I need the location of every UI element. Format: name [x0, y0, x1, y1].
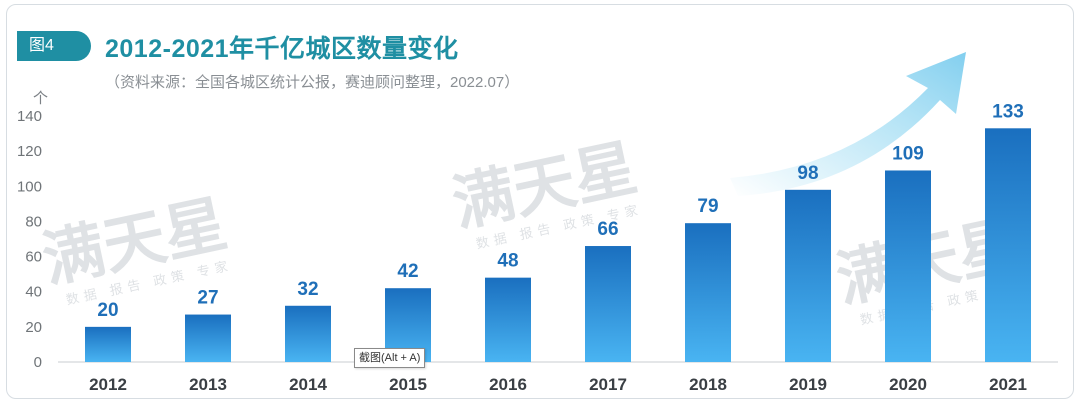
bars: 20 2012 27 2013 32 2014 42 2015 48 2016 66 2017 79 20…: [85, 101, 1031, 394]
bar-2016: [485, 277, 531, 362]
bar-2019: [785, 189, 831, 362]
figure-tag: 图4: [17, 31, 91, 61]
y-tick-label: 80: [25, 213, 42, 230]
x-tick-label-2015: 2015: [389, 375, 427, 394]
x-tick-label-2018: 2018: [689, 375, 727, 394]
data-label-2016: 48: [497, 251, 518, 272]
data-label-2015: 42: [397, 261, 418, 282]
data-label-2012: 20: [97, 300, 118, 321]
data-label-2018: 79: [697, 196, 718, 217]
bar-2020: [885, 170, 931, 362]
bar-2021: [985, 128, 1031, 362]
y-tick-label: 120: [17, 143, 42, 160]
y-tick-label: 20: [25, 319, 42, 336]
data-label-2020: 109: [892, 143, 924, 164]
x-tick-label-2016: 2016: [489, 375, 527, 394]
bar-2012: [85, 326, 131, 362]
y-tick-label: 100: [17, 178, 42, 195]
x-tick-label-2012: 2012: [89, 375, 127, 394]
data-label-2013: 27: [197, 288, 218, 309]
x-tick-label-2019: 2019: [789, 375, 827, 394]
data-label-2021: 133: [992, 101, 1024, 122]
data-label-2019: 98: [797, 163, 818, 184]
bar-2017: [585, 246, 631, 362]
screenshot-tooltip: 截图(Alt + A): [354, 348, 426, 368]
bar-2018: [685, 223, 731, 362]
data-label-2014: 32: [297, 279, 318, 300]
bar-2013: [185, 314, 231, 362]
bar-2014: [285, 305, 331, 362]
y-axis-unit: 个: [33, 90, 49, 107]
y-tick-label: 40: [25, 284, 42, 301]
y-axis: 0 20 40 60 80 100 120 140: [17, 108, 42, 371]
y-tick-label: 60: [25, 249, 42, 266]
y-tick-label: 140: [17, 108, 42, 125]
x-tick-label-2014: 2014: [289, 375, 327, 394]
y-tick-label: 0: [34, 354, 42, 371]
chart-title: 2012-2021年千亿城区数量变化: [105, 35, 459, 63]
growth-arrow: [730, 52, 966, 196]
source-note: （资料来源：全国各城区统计公报，赛迪顾问整理，2022.07）: [105, 74, 520, 91]
data-label-2017: 66: [597, 219, 618, 240]
x-tick-label-2017: 2017: [589, 375, 627, 394]
x-tick-label-2021: 2021: [989, 375, 1027, 394]
x-tick-label-2013: 2013: [189, 375, 227, 394]
x-tick-label-2020: 2020: [889, 375, 927, 394]
